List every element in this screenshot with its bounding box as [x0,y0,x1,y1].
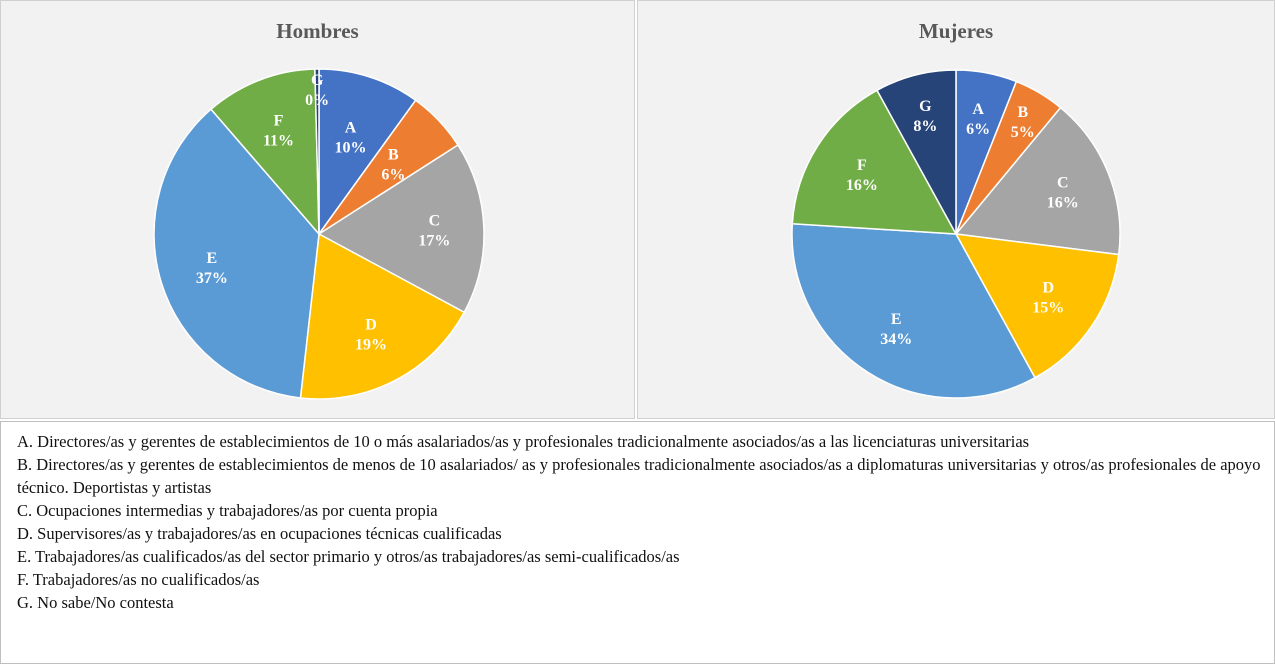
chart-panel-mujeres: Mujeres A 6% B 5% C 16% D 15% E 34% F 16% G 8% [637,0,1275,419]
slice-category-label: B [388,147,399,164]
slice-percent-label: 15% [1032,300,1064,317]
slice-percent-label: 6% [381,167,405,184]
legend-item-d: D. Supervisores/as y trabajadores/as en … [17,524,502,543]
pie-slice-d [954,233,1120,379]
slice-percent-label: 16% [1047,195,1079,212]
slice-percent-label: 0% [305,92,329,109]
legend-item-a: A. Directores/as y gerentes de estableci… [17,432,1030,451]
slice-percent-label: 37% [196,270,228,287]
pie-chart-mujeres: A 6% B 5% C 16% D 15% E 34% F 16% G 8% [791,69,1121,399]
pie-chart-hombres: A 10% B 6% C 17% D 19% E 37% F 11% G 0% [153,68,485,400]
legend-item-c: C. Ocupaciones intermedias y trabajadore… [17,501,438,520]
slice-percent-label: 34% [880,331,912,348]
slice-category-label: D [365,316,377,333]
slice-category-label: A [345,120,357,137]
slice-percent-label: 6% [966,121,990,138]
chart-title: Mujeres [918,19,994,43]
pie-slice-a [318,68,417,237]
slice-category-label: F [857,157,867,174]
slice-percent-label: 16% [846,177,878,194]
pie-slice-e [791,222,1037,399]
slice-category-label: G [311,72,324,89]
pie-slice-g [875,69,957,235]
legend-item-f: F. Trabajadores/as no cualificados/as [17,570,260,589]
slice-category-label: A [972,101,984,118]
pie-slice-f [791,89,958,235]
legend-item-g: G. No sabe/No contesta [17,593,174,612]
slice-category-label: C [1057,175,1069,192]
slice-category-label: D [1042,280,1054,297]
slice-percent-label: 19% [355,336,387,353]
pie-slice-f [209,68,320,237]
pie-slice-c [317,143,485,314]
slice-percent-label: 8% [913,118,937,135]
pie-slice-c [954,106,1121,256]
legend-item-e: E. Trabajadores/as cualificados/as del s… [17,547,680,566]
slice-category-label: E [891,311,902,328]
slice-percent-label: 17% [418,233,450,250]
slice-category-label: E [206,250,217,267]
pie-slice-e [153,108,320,399]
slice-category-label: B [1017,104,1028,121]
pie-slice-g [314,68,320,235]
category-legend: A. Directores/as y gerentes de estableci… [0,421,1275,664]
legend-item-b: B. Directores/as y gerentes de estableci… [17,455,1261,497]
chart-title: Hombres [276,19,359,43]
pie-slice-d [299,232,466,400]
slice-percent-label: 11% [263,132,294,149]
slice-category-label: F [274,112,284,129]
slice-percent-label: 10% [334,140,366,157]
slice-percent-label: 5% [1011,124,1035,141]
chart-panel-hombres: Hombres A 10% B 6% C 17% D 19% E 37% F 11% G 0% [0,0,635,419]
slice-category-label: G [919,98,932,115]
slice-category-label: C [429,213,441,230]
